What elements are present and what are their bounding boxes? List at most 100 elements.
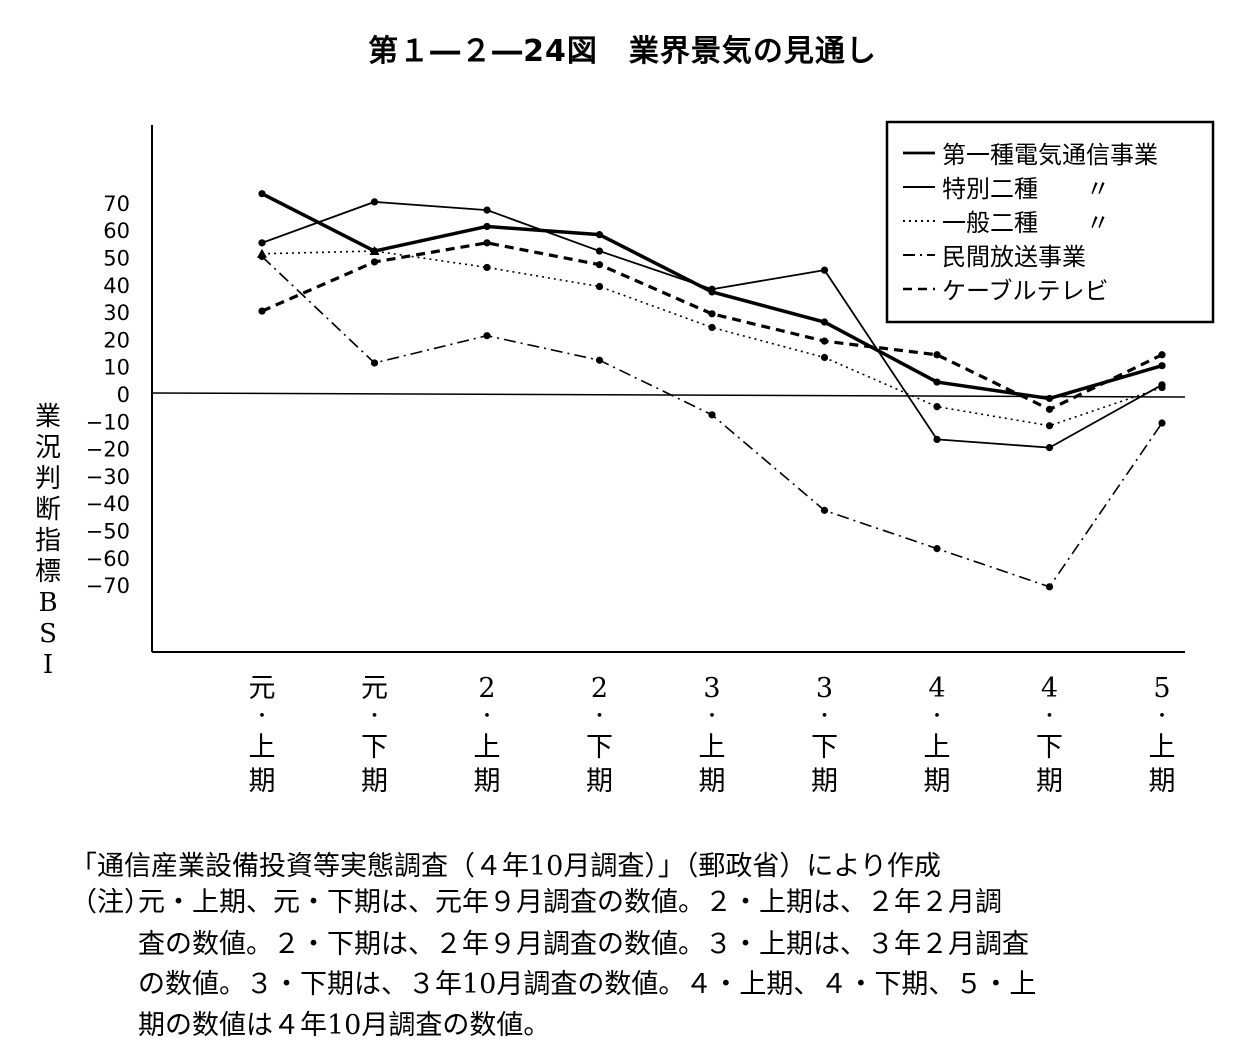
x-tick-label: 上 [699, 732, 726, 763]
data-point [258, 307, 266, 315]
y-axis-label-char: 断 [34, 495, 61, 525]
x-tick-labels: 元・上期元・下期2・上期2・下期3・上期3・下期4・上期4・下期5・上期 [249, 673, 1176, 797]
x-tick-label: 下 [1036, 732, 1063, 763]
legend-label: 一般二種 〃 [942, 209, 1110, 237]
y-axis-label-char: I [42, 650, 54, 680]
x-tick-label: 期 [699, 766, 726, 797]
data-point [1045, 422, 1054, 430]
data-point [258, 190, 266, 198]
y-tick-label: 30 [103, 301, 130, 325]
note-label: （注） [70, 887, 151, 918]
x-tick-label: 期 [1036, 766, 1063, 797]
x-tick-label: 期 [474, 766, 501, 797]
x-tick-label: 5 [1153, 673, 1170, 704]
data-point [708, 285, 716, 293]
legend-label: 特別二種 〃 [942, 175, 1110, 203]
x-tick-label: 期 [361, 766, 388, 797]
y-tick-labels: 70 60 50 40 30 20 10 0 −10 −20 −30 −40 −50 −60 −70 [86, 192, 130, 598]
y-axis-label-char: 指 [34, 526, 61, 556]
data-point [370, 258, 379, 266]
data-point [820, 353, 829, 362]
x-tick-label: 上 [924, 732, 951, 763]
data-point [370, 198, 379, 206]
y-tick-label: −60 [86, 547, 130, 571]
legend-box [885, 120, 1215, 324]
x-tick-label: ・ [816, 706, 834, 727]
y-axis-label-char: 業 [34, 402, 61, 432]
data-point [595, 231, 604, 239]
x-tick-label: 期 [249, 766, 276, 797]
data-point [595, 282, 604, 291]
chart-axes [151, 125, 1186, 653]
x-tick-label: 元 [249, 673, 276, 704]
data-point [370, 359, 379, 367]
x-tick-label: ・ [703, 706, 721, 727]
x-tick-label: 4 [928, 673, 945, 704]
data-point [483, 332, 491, 340]
data-point [933, 545, 941, 553]
y-tick-label: −70 [86, 574, 130, 598]
zero-line [151, 392, 1186, 398]
data-point [933, 351, 941, 359]
x-tick-label: 4 [1041, 673, 1058, 704]
x-tick-label: 期 [811, 766, 838, 797]
y-tick-label: −30 [86, 465, 130, 489]
data-point [369, 246, 380, 256]
x-tick-label: 2 [478, 673, 495, 704]
data-point [258, 252, 266, 261]
data-point [708, 411, 716, 419]
y-tick-label: −50 [86, 520, 130, 544]
series-line-5 [261, 241, 1163, 411]
data-point [595, 356, 604, 364]
note-line-3: の数値。３・下期は、３年10月調査の数値。４・上期、４・下期、５・上 [138, 969, 1037, 1000]
x-tick-label: ・ [253, 706, 271, 727]
data-point [1045, 444, 1054, 452]
x-tick-label: 上 [474, 732, 501, 763]
data-point [1045, 405, 1054, 413]
data-point [483, 206, 491, 214]
x-tick-label: 期 [1149, 766, 1176, 797]
x-tick-label: 2 [591, 673, 608, 704]
y-axis-label-char: 況 [34, 433, 61, 463]
x-tick-label: ・ [1153, 706, 1171, 727]
x-tick-label: 上 [1149, 732, 1176, 763]
x-tick-label: ・ [928, 706, 946, 727]
y-axis-label-char: 判 [34, 464, 61, 494]
y-axis-label-char: S [39, 619, 57, 649]
y-tick-label: 0 [117, 383, 130, 407]
note-line-2: 査の数値。２・下期は、２年９月調査の数値。３・上期は、３年２月調査 [138, 929, 1029, 960]
data-point [820, 506, 829, 514]
y-tick-label: 40 [103, 274, 130, 298]
data-point [595, 261, 604, 269]
y-tick-label: 50 [103, 247, 130, 271]
data-point [483, 222, 491, 231]
legend-label: 民間放送事業 [942, 243, 1086, 271]
data-point [820, 318, 829, 326]
y-tick-label: 10 [103, 356, 130, 380]
note-line-1: 元・上期、元・下期は、元年９月調査の数値。２・上期は、２年２月調 [138, 887, 1002, 918]
x-tick-label: 下 [586, 732, 613, 763]
data-point [595, 247, 604, 255]
data-point [708, 310, 716, 318]
data-point [258, 239, 266, 247]
data-point [1045, 394, 1054, 403]
x-tick-label: 上 [249, 732, 276, 763]
data-point [933, 403, 941, 411]
y-tick-label: 70 [103, 192, 130, 216]
series-markers [257, 190, 1166, 591]
data-point [1158, 351, 1166, 359]
data-point [1045, 583, 1054, 591]
x-tick-label: 期 [586, 766, 613, 797]
x-tick-label: ・ [478, 706, 496, 727]
data-point [483, 239, 491, 247]
y-tick-label: 60 [103, 219, 130, 243]
data-point [933, 435, 941, 444]
x-tick-label: ・ [1041, 706, 1059, 727]
data-point [1158, 419, 1166, 427]
x-tick-label: 下 [361, 732, 388, 763]
x-tick-label: 3 [703, 673, 720, 704]
legend-label: ケーブルテレビ [942, 277, 1109, 305]
y-tick-label: −20 [86, 438, 130, 462]
